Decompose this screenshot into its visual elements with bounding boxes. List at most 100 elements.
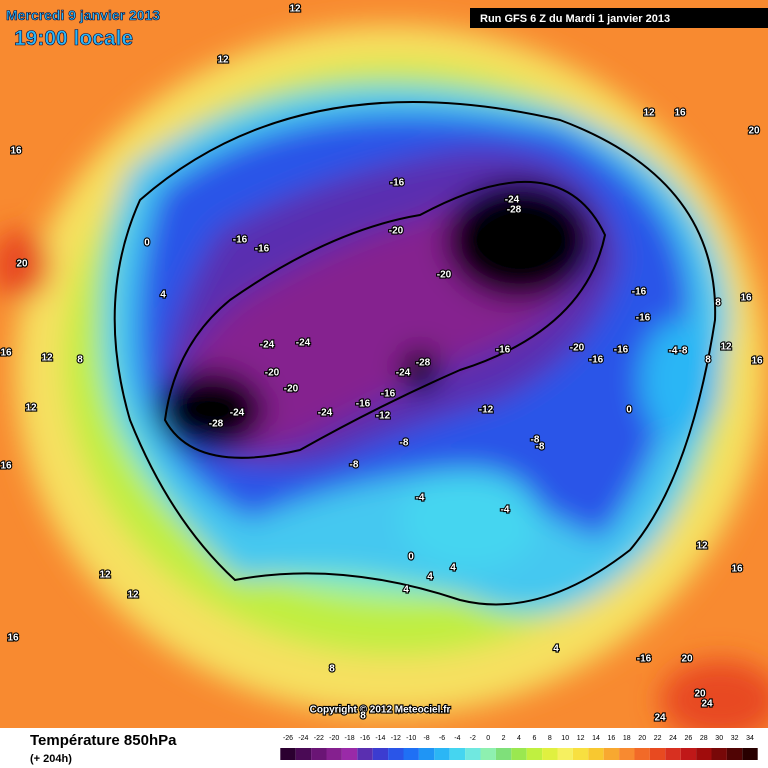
contour-label: -24 [296, 338, 311, 349]
colorbar-swatch [480, 748, 496, 760]
colorbar-swatch [280, 748, 296, 760]
contour-label: 8 [329, 664, 335, 675]
contour-label: -20 [437, 270, 452, 281]
colorbar-label: -26 [283, 735, 293, 742]
colorbar-label: 0 [486, 735, 490, 742]
colorbar-swatch [742, 748, 758, 760]
colorbar-label: -8 [423, 735, 429, 742]
colorbar-swatch [665, 748, 681, 760]
contour-label: -16 [637, 654, 652, 665]
colorbar-swatch [388, 748, 404, 760]
contour-label: 20 [694, 689, 706, 700]
contour-label: 0 [626, 405, 632, 416]
contour-label: -16 [356, 399, 371, 410]
contour-label: 4 [427, 572, 433, 583]
contour-label: -20 [570, 343, 585, 354]
colorbar-swatch [557, 748, 573, 760]
contour-label: 24 [654, 713, 666, 724]
run-box [470, 8, 768, 28]
colorbar-swatch [619, 748, 635, 760]
colorbar-swatch [372, 748, 389, 760]
contour-label: 24 [701, 699, 713, 710]
colorbar-swatch [511, 748, 527, 760]
contour-label: 16 [7, 633, 19, 644]
map-date: Mercredi 9 janvier 2013 [6, 7, 160, 23]
contour-label: 4 [450, 563, 456, 574]
contour-label: -16 [381, 389, 396, 400]
contour-label: 12 [643, 108, 655, 119]
colorbar-label: -12 [391, 735, 401, 742]
contour-label: 12 [41, 353, 53, 364]
colorbar-label: -16 [360, 735, 370, 742]
colorbar-swatch [680, 748, 697, 760]
colorbar-label: 24 [669, 735, 677, 742]
contour-label: -8 [536, 442, 545, 453]
colorbar-label: -14 [375, 735, 385, 742]
colorbar-swatch [726, 748, 743, 760]
contour-label: -24 [230, 408, 245, 419]
contour-label: -4 [669, 346, 678, 357]
colorbar-swatch [696, 748, 712, 760]
colorbar-swatch [311, 748, 327, 760]
copyright: Copyright © 2012 Meteociel.fr [310, 705, 451, 716]
contour-label: -16 [589, 355, 604, 366]
contour-label: 8 [77, 355, 83, 366]
colorbar-label: 4 [517, 735, 521, 742]
contour-label: -20 [284, 384, 299, 395]
colorbar-label: 28 [700, 735, 708, 742]
colorbar-label: -2 [470, 735, 476, 742]
colorbar-label: -20 [329, 735, 339, 742]
colorbar: -26 -24 -22 -20 -18 -16 -14 -12 -10 -8 -6 -4 -2 0 2 4 6 8… [280, 735, 758, 760]
contour-label: -8 [679, 346, 688, 357]
contour-label: -24 [505, 195, 520, 206]
colorbar-swatch [341, 748, 358, 760]
contour-label: -28 [209, 419, 224, 430]
footer-lead: (+ 204h) [30, 753, 72, 765]
colorbar-label: 26 [685, 735, 693, 742]
contour-label: -16 [255, 244, 270, 255]
contour-label: -4 [501, 505, 510, 516]
colorbar-label: 16 [608, 735, 616, 742]
colorbar-label: 32 [731, 735, 739, 742]
colorbar-swatch [542, 748, 558, 760]
contour-label: 20 [748, 126, 760, 137]
map-time: 19:00 locale [14, 27, 133, 50]
colorbar-label: 20 [638, 735, 646, 742]
colorbar-label: -6 [439, 735, 445, 742]
contour-label: 16 [674, 108, 686, 119]
contour-label: -16 [390, 178, 405, 189]
contour-label: 16 [751, 356, 763, 367]
footer-title: Température 850hPa [30, 732, 177, 749]
colorbar-label: 10 [561, 735, 569, 742]
contour-label: -16 [632, 287, 647, 298]
colorbar-swatch [434, 748, 450, 760]
contour-label: -8 [400, 438, 409, 449]
contour-label: -8 [350, 460, 359, 471]
colorbar-label: 8 [548, 735, 552, 742]
colorbar-label: 22 [654, 735, 662, 742]
contour-label: 4 [160, 290, 166, 301]
contour-label: 20 [16, 259, 28, 270]
temperature-field [0, 0, 768, 740]
contour-label: -24 [396, 368, 411, 379]
contour-label: 16 [0, 348, 12, 359]
colorbar-swatch [326, 748, 342, 760]
colorbar-label: 34 [746, 735, 754, 742]
colorbar-swatch [449, 748, 466, 760]
contour-label: 16 [731, 564, 743, 575]
colorbar-swatch [572, 748, 589, 760]
contour-label: -16 [614, 345, 629, 356]
contour-label: 0 [408, 552, 414, 563]
contour-label: -24 [260, 340, 275, 351]
colorbar-label: 2 [502, 735, 506, 742]
colorbar-label: -4 [454, 735, 460, 742]
contour-label: 8 [705, 355, 711, 366]
colorbar-swatch [465, 748, 481, 760]
contour-label: 20 [681, 654, 693, 665]
colorbar-label: 14 [592, 735, 600, 742]
colorbar-label: 12 [577, 735, 585, 742]
colorbar-swatch [711, 748, 727, 760]
contour-label: 0 [144, 238, 150, 249]
